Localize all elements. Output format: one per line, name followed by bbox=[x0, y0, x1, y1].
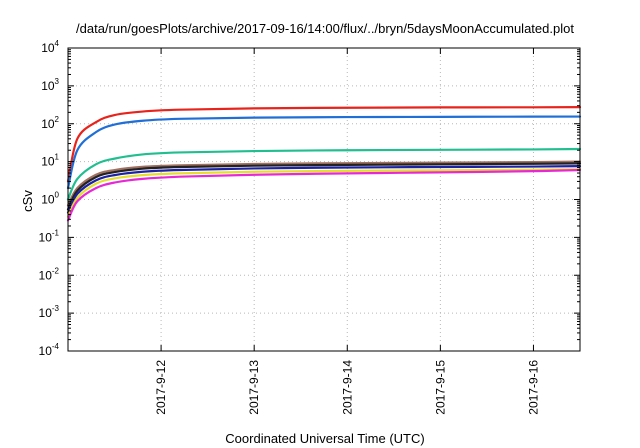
series-line bbox=[66, 168, 582, 222]
x-tick-label: 2017-9-16 bbox=[526, 360, 540, 415]
series-line bbox=[66, 162, 582, 211]
series-line bbox=[66, 106, 582, 183]
y-tick-label: 102 bbox=[41, 115, 59, 131]
y-tick-label: 103 bbox=[41, 77, 59, 93]
y-tick-label: 10-1 bbox=[39, 228, 60, 244]
series-line bbox=[66, 147, 582, 201]
chart-title: /data/run/goesPlots/archive/2017-09-16/1… bbox=[76, 21, 574, 36]
series-line bbox=[66, 165, 582, 214]
x-tick-label: 2017-9-14 bbox=[340, 360, 354, 415]
y-axis-label: cSv bbox=[20, 190, 35, 212]
data-series bbox=[66, 106, 582, 222]
x-axis-label: Coordinated Universal Time (UTC) bbox=[225, 431, 424, 446]
y-tick-label: 104 bbox=[41, 39, 59, 55]
y-tick-label: 100 bbox=[41, 191, 59, 207]
y-tick-label: 10-4 bbox=[39, 342, 60, 358]
y-tick-label: 101 bbox=[41, 153, 59, 169]
series-line bbox=[66, 160, 582, 207]
y-tick-label: 10-2 bbox=[39, 266, 60, 282]
axis-ticks: 104 103 102 101 100 10-1 10-2 10-3 10-4 2017-9-12… bbox=[39, 39, 580, 415]
series-line bbox=[66, 168, 582, 218]
x-tick-label: 2017-9-12 bbox=[154, 360, 168, 415]
x-tick-label: 2017-9-13 bbox=[247, 360, 261, 415]
y-tick-label: 10-3 bbox=[39, 304, 60, 320]
x-tick-label: 2017-9-15 bbox=[433, 360, 447, 415]
series-line bbox=[66, 115, 582, 190]
grid-lines bbox=[68, 48, 580, 351]
